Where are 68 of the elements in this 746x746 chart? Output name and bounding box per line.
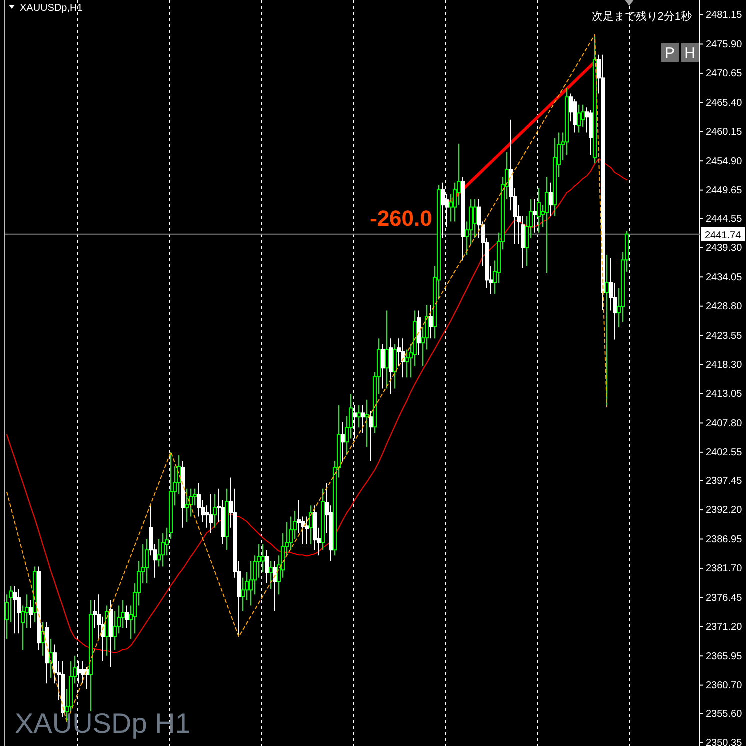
candlestick	[357, 404, 361, 428]
candlestick	[213, 494, 217, 528]
candlestick	[533, 199, 537, 234]
y-tick-label: 2365.95	[706, 651, 743, 662]
y-tick-label: 2413.05	[706, 389, 743, 400]
annotation: XAUUSDp H1	[15, 708, 191, 739]
y-tick-label: 2481.15	[706, 10, 743, 22]
y-tick-label: 2402.55	[706, 448, 743, 459]
y-tick-label: 2470.65	[706, 68, 743, 80]
candlestick	[429, 304, 433, 340]
candlestick	[473, 199, 477, 239]
candlestick	[537, 188, 541, 234]
candlestick	[309, 505, 313, 546]
y-tick-label: 2371.20	[706, 622, 743, 634]
y-tick-label: 2460.15	[706, 127, 743, 138]
y-tick-label: 2360.70	[706, 680, 743, 692]
candlestick	[305, 516, 309, 546]
candlestick	[393, 344, 397, 390]
candlestick	[125, 605, 129, 629]
candlestick	[145, 538, 149, 584]
candlestick	[41, 622, 45, 656]
candlestick	[269, 560, 273, 590]
y-tick-label: 2386.95	[706, 534, 743, 546]
candlestick	[361, 404, 365, 434]
candlestick	[365, 399, 369, 448]
candlestick	[545, 176, 549, 274]
y-tick-label: 2454.90	[706, 156, 743, 168]
candlestick	[273, 560, 277, 612]
candlestick	[13, 586, 17, 634]
candlestick	[261, 544, 265, 573]
candlestick	[449, 193, 453, 222]
annotation: -260.0	[370, 206, 432, 231]
y-tick-label: 2434.05	[706, 272, 743, 284]
candlestick	[369, 410, 373, 462]
y-tick-label: 2423.55	[706, 330, 743, 342]
chart-title: XAUUSDp,H1	[20, 3, 84, 14]
candlestick	[209, 494, 213, 534]
toggle-button: H	[681, 43, 699, 62]
y-tick-label: 2439.30	[706, 243, 743, 254]
y-tick-label: 2350.35	[706, 738, 743, 746]
candlestick	[17, 588, 21, 634]
line-series	[6, 158, 628, 654]
y-tick-label: 2376.45	[706, 592, 743, 604]
toggle-button: P	[661, 43, 679, 62]
candlestick	[605, 254, 609, 408]
candlestick	[81, 660, 85, 684]
candlestick	[265, 550, 269, 584]
candlestick	[381, 344, 385, 390]
candlestick	[385, 310, 389, 390]
y-tick-label: 2428.80	[706, 302, 743, 313]
y-tick-label: 2449.65	[706, 186, 743, 197]
ref-line-label: 2441.74	[705, 230, 742, 242]
candlestick	[29, 600, 33, 629]
candlestick	[577, 104, 581, 134]
y-tick-label: 2465.40	[706, 98, 743, 109]
y-tick-label: 2355.60	[706, 708, 743, 720]
y-tick-label: 2418.30	[706, 360, 743, 371]
y-tick-label: 2444.55	[706, 214, 743, 225]
candlestick	[401, 338, 405, 378]
candlestick	[389, 338, 393, 395]
y-tick-label: 2407.80	[706, 418, 743, 430]
y-tick-label: 2397.45	[706, 476, 743, 488]
y-tick-label: 2381.70	[706, 564, 743, 575]
candlestick	[185, 488, 189, 523]
y-tick-label: 2475.90	[706, 39, 743, 50]
candlestick	[341, 422, 345, 462]
y-tick-label: 2392.20	[706, 505, 743, 516]
candlestick	[549, 182, 553, 217]
